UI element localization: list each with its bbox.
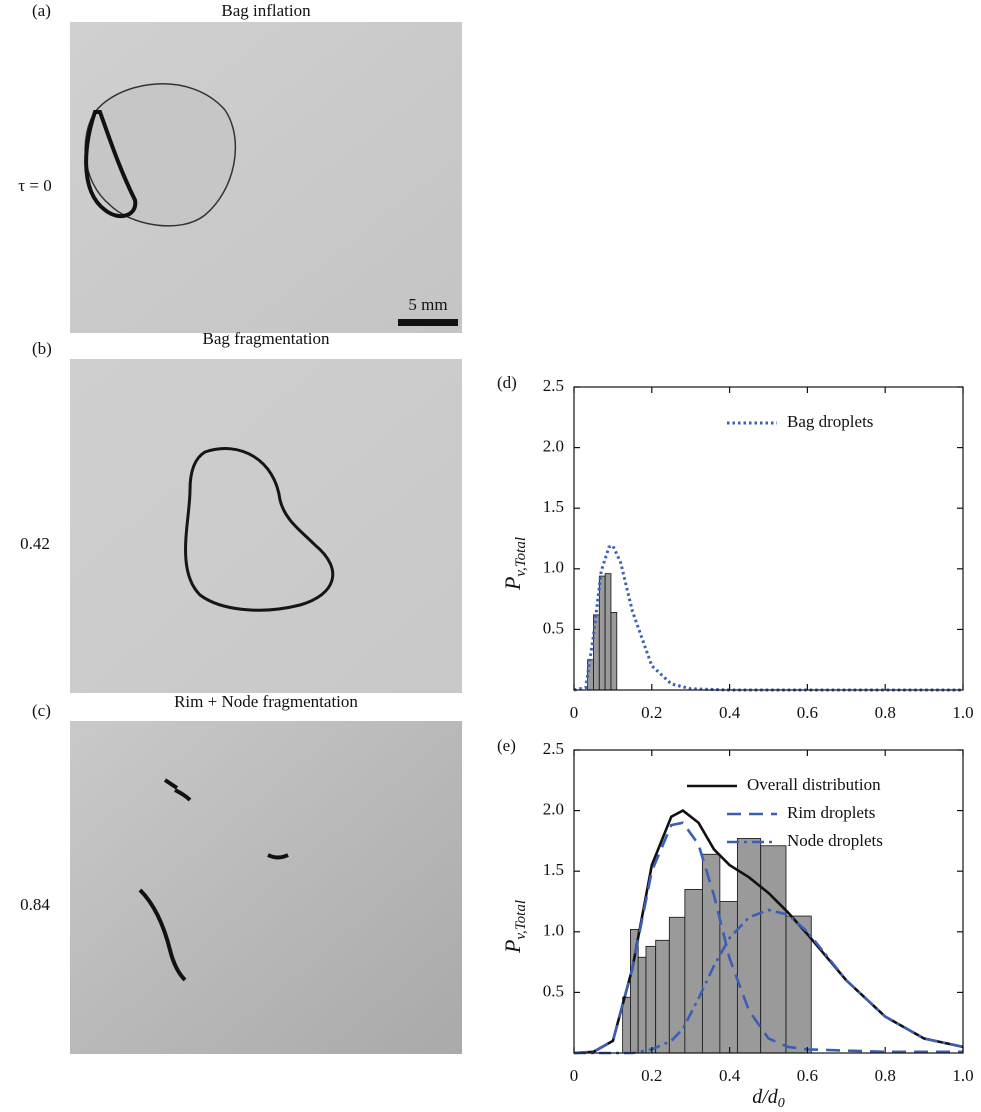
panel-label: (a)	[32, 1, 51, 20]
x-tick-label: 0.8	[875, 1066, 896, 1085]
x-tick-label: 0.6	[797, 1066, 818, 1085]
curve	[573, 821, 963, 1055]
legend-label: Node droplets	[787, 831, 883, 850]
photo-b	[70, 359, 462, 693]
x-tick-label: 1.0	[952, 1066, 973, 1085]
x-tick-label: 0	[570, 1066, 579, 1085]
hist-bar	[593, 614, 600, 691]
scale-bar-label: 5 mm	[408, 295, 447, 314]
hist-bar	[637, 956, 647, 1054]
x-axis-label-main: d/d	[752, 1086, 779, 1108]
panel-label: (d)	[497, 373, 517, 392]
hist-bar	[668, 916, 686, 1054]
y-axis-label-main: P	[500, 940, 525, 954]
bag-rim	[84, 110, 138, 219]
y-axis-label-sub: v,Total	[513, 900, 529, 940]
x-tick-label: 1.0	[952, 703, 973, 722]
x-axis-label-sub: 0	[778, 1096, 785, 1111]
hist-bar	[719, 901, 738, 1054]
hist-bar	[604, 573, 612, 691]
panel-time: τ = 0	[18, 176, 51, 195]
rim-shape	[184, 447, 335, 612]
y-tick-label: 1.5	[543, 497, 564, 516]
legend-label: Overall distribution	[747, 775, 881, 794]
y-tick-label: 1.0	[543, 558, 564, 577]
legend-label: Rim droplets	[787, 803, 875, 822]
legend-label: Bag droplets	[787, 412, 873, 431]
panel-label: (b)	[32, 339, 52, 358]
x-tick-label: 0	[570, 703, 579, 722]
photo-c	[70, 721, 462, 1054]
y-tick-label: 1.5	[543, 860, 564, 879]
axes-frame	[573, 386, 964, 691]
axes-frame	[573, 749, 964, 1054]
hist-bar	[645, 945, 657, 1054]
panel-time: 0.42	[20, 534, 50, 553]
y-tick-label: 0.5	[543, 618, 564, 637]
panel-title: Bag fragmentation	[203, 329, 330, 348]
x-axis-label: d/d0	[752, 1086, 785, 1112]
panel-label: (e)	[497, 736, 516, 755]
scale-bar	[398, 319, 458, 326]
fragments	[138, 778, 289, 982]
panel-label: (c)	[32, 701, 51, 720]
y-tick-label: 2.5	[543, 376, 564, 395]
x-tick-label: 0.2	[641, 1066, 662, 1085]
y-axis-label: Pv,Total	[500, 537, 529, 591]
hist-bar	[655, 939, 670, 1054]
y-tick-label: 2.0	[543, 437, 564, 456]
hist-bar	[760, 845, 787, 1054]
y-tick-label: 2.5	[543, 739, 564, 758]
x-tick-label: 0.6	[797, 703, 818, 722]
hist-bar	[701, 853, 721, 1054]
hist-bar	[684, 888, 703, 1054]
x-tick-label: 0.4	[719, 703, 741, 722]
y-axis-label: Pv,Total	[500, 900, 529, 954]
bag-shape	[84, 83, 237, 227]
curve	[573, 543, 963, 692]
x-tick-label: 0.2	[641, 703, 662, 722]
y-axis-label-sub: v,Total	[513, 537, 529, 577]
y-tick-label: 2.0	[543, 800, 564, 819]
hist-bar	[622, 996, 631, 1054]
panel-title: Rim + Node fragmentation	[174, 692, 358, 711]
x-tick-label: 0.8	[875, 703, 896, 722]
panel-time: 0.84	[20, 895, 50, 914]
hist-bar	[598, 575, 606, 691]
hist-bar	[610, 612, 618, 691]
panel-title: Bag inflation	[221, 1, 311, 20]
y-tick-label: 1.0	[543, 921, 564, 940]
hist-bar	[785, 915, 812, 1054]
y-tick-label: 0.5	[543, 981, 564, 1000]
y-axis-label-main: P	[500, 577, 525, 591]
x-tick-label: 0.4	[719, 1066, 741, 1085]
